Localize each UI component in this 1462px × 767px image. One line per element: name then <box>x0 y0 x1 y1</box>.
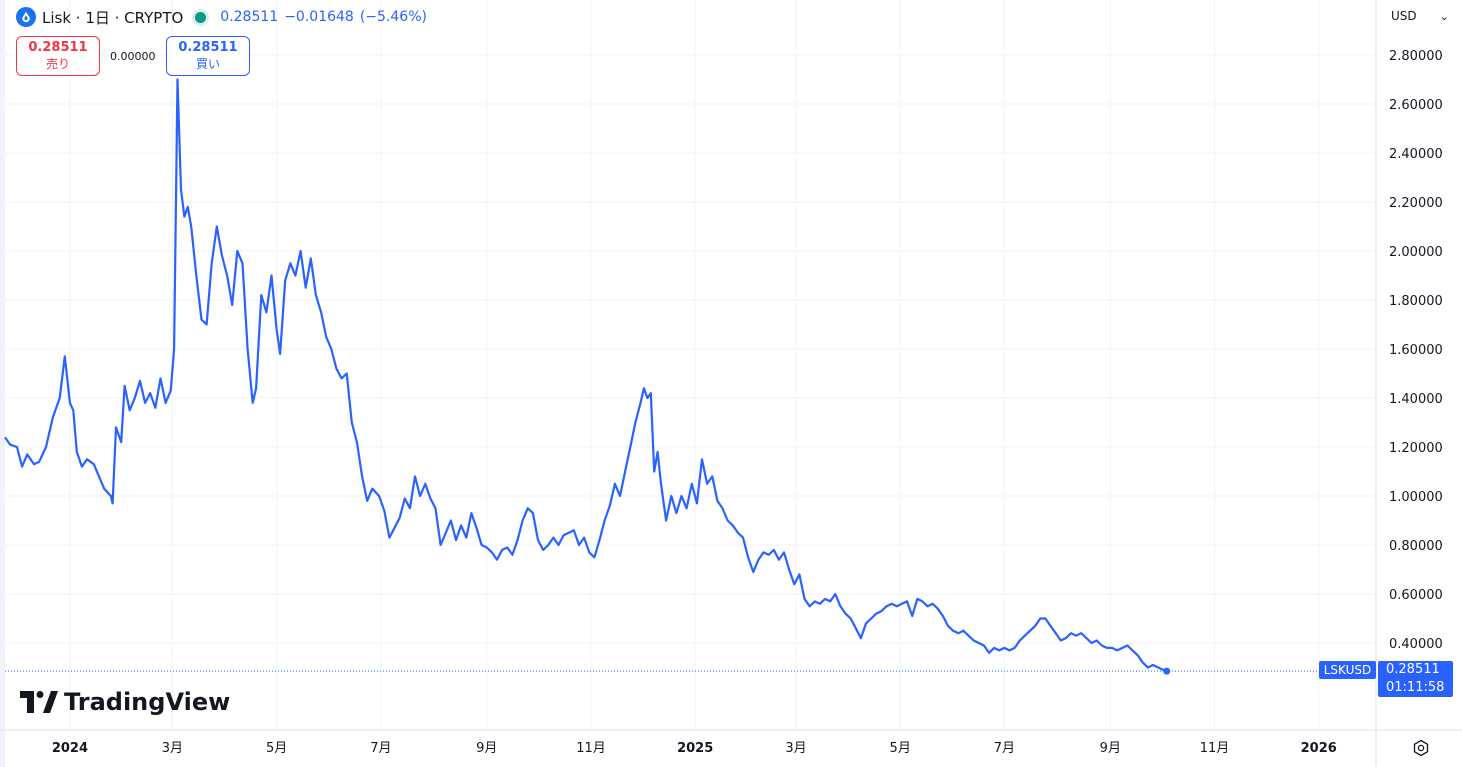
left-edge-rule <box>0 0 5 767</box>
price-series-line <box>4 78 1168 673</box>
last-price-point <box>1163 667 1171 675</box>
y-tick-label: 1.80000 <box>1389 294 1443 309</box>
x-tick-label: 5月 <box>266 741 287 756</box>
y-tick-label: 2.40000 <box>1389 147 1443 162</box>
x-tick-label: 11月 <box>1200 741 1230 756</box>
tradingview-logo[interactable]: TradingView <box>20 688 230 716</box>
legend-change: −0.01648 <box>284 9 354 25</box>
last-price-value: 0.28511 <box>1386 662 1440 677</box>
spread-value: 0.00000 <box>110 50 156 63</box>
x-tick-label: 2025 <box>677 741 713 756</box>
lisk-logo-icon <box>16 7 36 27</box>
y-tick-label: 0.60000 <box>1389 588 1443 603</box>
y-tick-label: 2.20000 <box>1389 196 1443 211</box>
y-tick-label: 2.00000 <box>1389 245 1443 260</box>
y-tick-label: 1.00000 <box>1389 490 1443 505</box>
chart-grid <box>5 0 1376 730</box>
x-tick-label: 3月 <box>162 741 183 756</box>
y-tick-label: 0.40000 <box>1389 637 1443 652</box>
symbol-title[interactable]: Lisk · 1日 · CRYPTO <box>42 8 184 27</box>
x-tick-label: 2026 <box>1301 741 1337 756</box>
bar-countdown: 01:11:58 <box>1386 680 1445 695</box>
x-tick-label: 11月 <box>576 741 606 756</box>
y-tick-label: 2.60000 <box>1389 98 1443 113</box>
x-tick-label: 7月 <box>370 741 391 756</box>
y-tick-label: 1.40000 <box>1389 392 1443 407</box>
y-tick-label: 1.60000 <box>1389 343 1443 358</box>
currency-value: USD <box>1391 9 1417 23</box>
legend-change-percent: (−5.46%) <box>359 9 427 25</box>
y-tick-label: 2.80000 <box>1389 49 1443 64</box>
symbol-price-label: LSKUSD <box>1319 661 1376 679</box>
currency-select[interactable]: USD ⌄ <box>1383 4 1457 28</box>
sell-button[interactable]: 0.28511 売り <box>16 36 100 76</box>
buy-label: 買い <box>195 57 220 71</box>
buy-button[interactable]: 0.28511 買い <box>166 36 250 76</box>
y-tick-label: 0.80000 <box>1389 539 1443 554</box>
x-tick-label: 7月 <box>994 741 1015 756</box>
y-tick-label: 1.20000 <box>1389 441 1443 456</box>
sell-label: 売り <box>45 57 70 71</box>
tradingview-wordmark: TradingView <box>64 688 231 716</box>
settings-gear-icon <box>1413 739 1429 757</box>
chart-series <box>4 78 1376 675</box>
x-tick-label: 9月 <box>1100 741 1121 756</box>
last-price-tag: 0.28511 01:11:58 <box>1378 661 1453 697</box>
legend-last-price: 0.28511 <box>220 9 279 25</box>
chart-settings-button[interactable] <box>1409 736 1433 760</box>
chevron-down-icon: ⌄ <box>1439 9 1449 23</box>
x-tick-label: 5月 <box>890 741 911 756</box>
buy-price: 0.28511 <box>178 40 238 55</box>
market-status-dot-icon[interactable] <box>195 11 207 23</box>
symbol-legend[interactable]: Lisk · 1日 · CRYPTO 0.28511 −0.01648 (−5.… <box>16 6 427 28</box>
x-tick-label: 2024 <box>52 741 88 756</box>
sell-price: 0.28511 <box>28 40 88 55</box>
x-tick-label: 9月 <box>476 741 497 756</box>
tradingview-logo-icon <box>20 691 58 713</box>
x-tick-label: 3月 <box>785 741 806 756</box>
